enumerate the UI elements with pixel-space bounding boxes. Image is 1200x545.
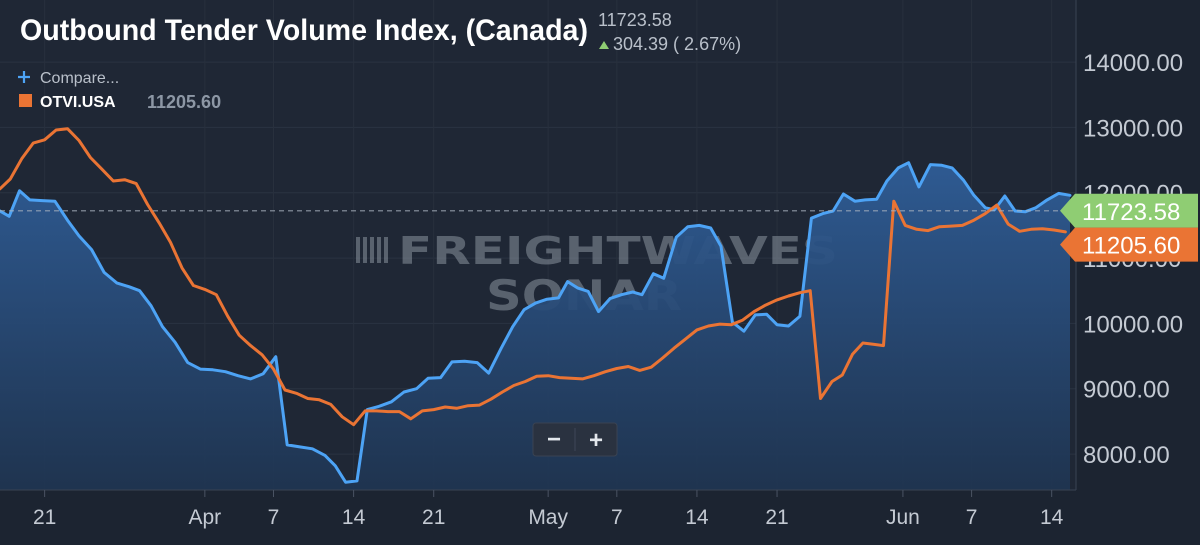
minus-icon: − — [547, 426, 561, 453]
legend-series-value: 11205.60 — [147, 92, 221, 112]
series-layer — [0, 127, 1072, 490]
y-tick-label: 13000.00 — [1083, 115, 1183, 142]
series-line-canada[interactable] — [0, 161, 1072, 484]
x-tick-label: 21 — [422, 506, 445, 529]
watermark-brand: FREIGHTWAVES — [398, 229, 838, 273]
x-tick-label: 21 — [33, 506, 56, 529]
x-axis-ticks: 21 Apr 7 14 21 May 7 14 21 Jun 7 14 — [33, 490, 1064, 529]
series-line-otvi-usa[interactable] — [0, 127, 1067, 427]
up-arrow-icon — [599, 41, 609, 49]
y-tick-label: 8000.00 — [1083, 442, 1170, 469]
y-tick-label: 10000.00 — [1083, 311, 1183, 338]
x-tick-label: 7 — [268, 506, 280, 529]
x-tick-label: 14 — [685, 506, 709, 529]
x-tick-label: May — [528, 506, 568, 529]
last-value: 11723.58 — [598, 10, 672, 30]
x-tick-label: Jun — [886, 506, 920, 529]
price-change: 304.39 ( 2.67%) — [613, 34, 741, 54]
primary-price-tag-shape — [1060, 193, 1198, 228]
compare-button[interactable]: Compare... — [18, 70, 119, 87]
primary-price-tag: 11723.58 — [1060, 193, 1198, 228]
compare-label: Compare... — [40, 70, 119, 87]
zoom-in-button[interactable]: + — [576, 424, 616, 455]
x-tick-label: Apr — [189, 506, 222, 529]
legend-series-symbol: OTVI.USA — [40, 94, 116, 111]
secondary-price-tag-label: 11205.60 — [1082, 233, 1180, 260]
chart-title: Outbound Tender Volume Index, (Canada) — [20, 14, 588, 47]
plus-icon: + — [589, 427, 603, 454]
secondary-price-tag: 11205.60 — [1060, 227, 1198, 262]
y-tick-label: 9000.00 — [1083, 377, 1170, 404]
watermark-logo-icon — [356, 237, 388, 263]
zoom-out-button[interactable]: − — [534, 424, 574, 455]
plus-icon — [18, 71, 30, 83]
series-area-canada — [0, 162, 1070, 490]
x-tick-label: 14 — [1040, 506, 1064, 529]
secondary-price-tag-shape — [1060, 227, 1198, 262]
primary-price-tag-label: 11723.58 — [1082, 199, 1180, 226]
zoom-controls: − + — [532, 422, 618, 457]
legend-swatch — [19, 94, 32, 107]
y-tick-label: 14000.00 — [1083, 50, 1183, 77]
x-tick-label: 14 — [342, 506, 366, 529]
x-tick-label: 21 — [765, 506, 788, 529]
x-tick-label: 7 — [611, 506, 623, 529]
legend-item-otvi-usa[interactable]: OTVI.USA 11205.60 — [19, 92, 221, 112]
x-tick-label: 7 — [966, 506, 978, 529]
